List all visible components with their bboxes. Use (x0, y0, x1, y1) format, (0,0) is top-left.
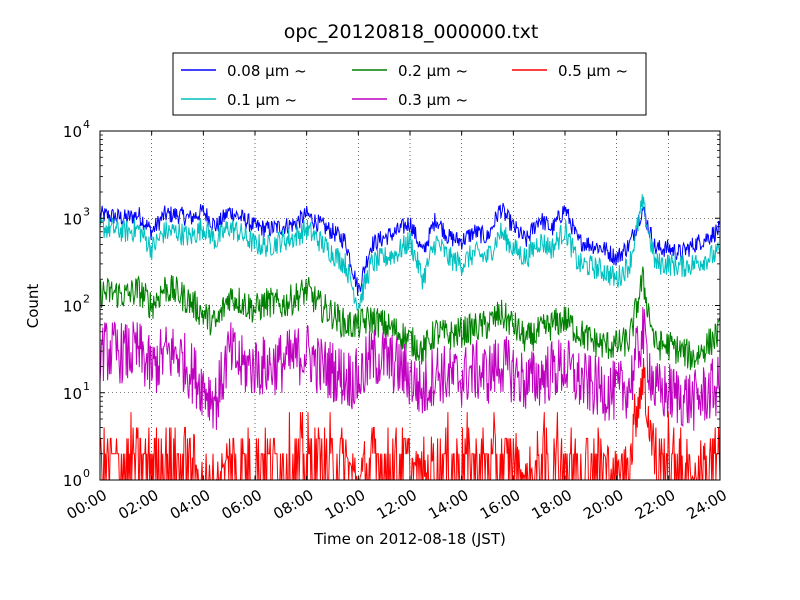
y-tick-label: 10 (63, 123, 82, 141)
legend-label: 0.08 μm ~ (227, 62, 307, 80)
series-line (99, 307, 721, 431)
y-tick-label: 10 (63, 385, 82, 403)
axis-ticks (99, 130, 721, 481)
y-tick-label: 10 (63, 298, 82, 316)
plot-area (99, 130, 721, 481)
chart-title: opc_20120818_000000.txt (284, 21, 539, 43)
legend-label: 0.3 μm ~ (398, 91, 468, 109)
series-line (99, 266, 721, 371)
series-line (99, 202, 721, 296)
series-line (99, 194, 721, 311)
y-tick-exponent: 3 (83, 205, 90, 218)
y-axis-label: Count (24, 284, 42, 329)
x-axis-label: Time on 2012-08-18 (JST) (313, 530, 506, 548)
legend-label: 0.1 μm ~ (227, 91, 297, 109)
y-tick-exponent: 2 (83, 293, 90, 306)
y-tick-exponent: 0 (83, 467, 90, 480)
y-tick-exponent: 1 (83, 380, 90, 393)
legend-frame (172, 52, 647, 116)
legend-label: 0.2 μm ~ (398, 62, 468, 80)
y-tick-exponent: 4 (83, 118, 90, 131)
legend-label: 0.5 μm ~ (558, 62, 628, 80)
legend: 0.08 μm ~ 0.1 μm ~ 0.2 μm ~ 0.3 μm ~ 0.5 μm … (172, 52, 647, 116)
grid (100, 131, 720, 480)
y-tick-label: 10 (63, 472, 82, 490)
y-tick-label: 10 (63, 210, 82, 228)
